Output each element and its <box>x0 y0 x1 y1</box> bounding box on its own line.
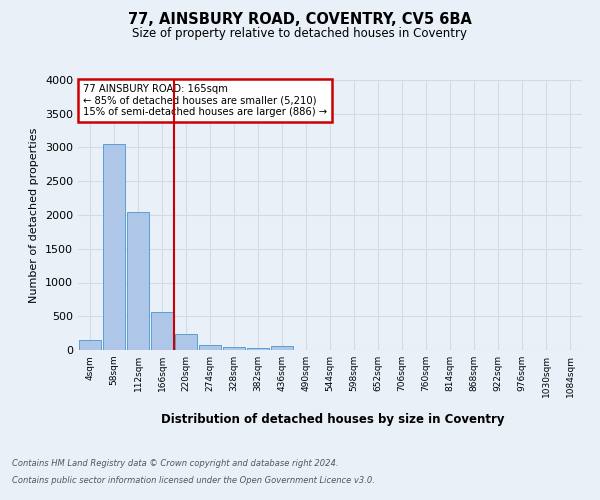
Text: 77 AINSBURY ROAD: 165sqm
← 85% of detached houses are smaller (5,210)
15% of sem: 77 AINSBURY ROAD: 165sqm ← 85% of detach… <box>83 84 327 117</box>
Text: Contains HM Land Registry data © Crown copyright and database right 2024.: Contains HM Land Registry data © Crown c… <box>12 458 338 468</box>
Bar <box>127 212 149 350</box>
Text: Size of property relative to detached houses in Coventry: Size of property relative to detached ho… <box>133 28 467 40</box>
Bar <box>247 348 269 350</box>
Bar <box>79 340 101 350</box>
Bar <box>175 334 197 350</box>
Bar <box>103 144 125 350</box>
Bar <box>271 346 293 350</box>
Text: 77, AINSBURY ROAD, COVENTRY, CV5 6BA: 77, AINSBURY ROAD, COVENTRY, CV5 6BA <box>128 12 472 28</box>
Y-axis label: Number of detached properties: Number of detached properties <box>29 128 40 302</box>
Text: Distribution of detached houses by size in Coventry: Distribution of detached houses by size … <box>161 412 505 426</box>
Bar <box>199 346 221 350</box>
Bar <box>151 312 173 350</box>
Bar <box>223 347 245 350</box>
Text: Contains public sector information licensed under the Open Government Licence v3: Contains public sector information licen… <box>12 476 375 485</box>
